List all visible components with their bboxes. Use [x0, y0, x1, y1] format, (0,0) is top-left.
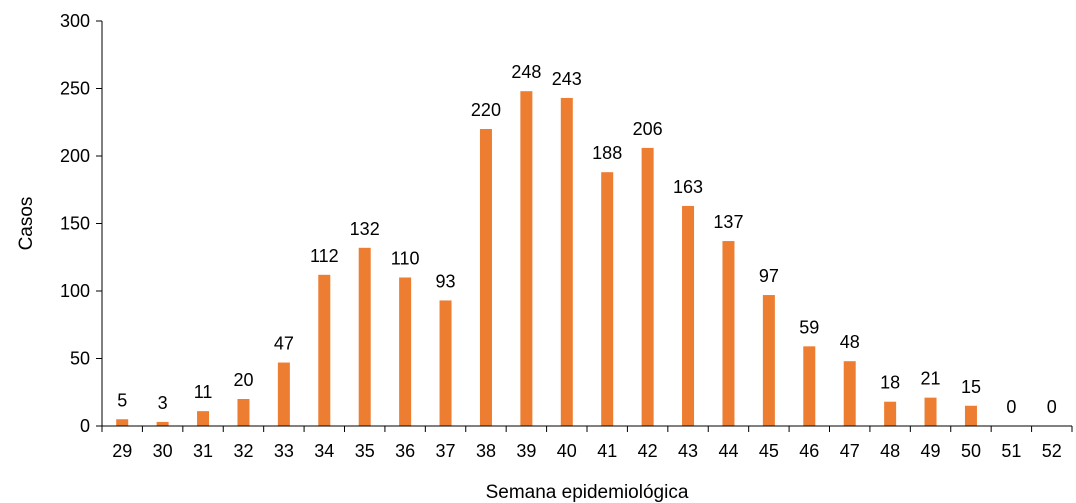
x-tick-label: 42 [638, 441, 658, 461]
x-tick-label: 38 [476, 441, 496, 461]
x-tick-label: 48 [880, 441, 900, 461]
data-label: 93 [436, 271, 456, 291]
data-label: 20 [233, 370, 253, 390]
bar [843, 361, 856, 426]
bar [762, 295, 775, 426]
bar [197, 411, 210, 426]
data-label: 0 [1006, 397, 1016, 417]
data-label: 48 [840, 332, 860, 352]
y-tick-label: 150 [60, 214, 90, 234]
x-tick-label: 40 [557, 441, 577, 461]
y-tick-label: 250 [60, 79, 90, 99]
data-label: 220 [471, 100, 501, 120]
x-tick-label: 49 [921, 441, 941, 461]
x-tick-label: 45 [759, 441, 779, 461]
bar [116, 419, 129, 426]
data-label: 3 [158, 393, 168, 413]
data-label: 5 [117, 390, 127, 410]
bar [156, 421, 169, 426]
data-label: 110 [391, 249, 420, 269]
data-label: 0 [1047, 397, 1057, 417]
x-axis-ticks: 29 30 31 32 33 34 35 36 37 38 39 40 41 42 43 44 45 46 47 48… [101, 426, 1073, 461]
x-axis-title: Semana epidemiológica [486, 482, 689, 503]
x-tick-label: 43 [678, 441, 698, 461]
bar [924, 397, 937, 426]
bar [964, 405, 977, 426]
data-label: 243 [552, 69, 582, 89]
y-tick-label: 100 [60, 281, 90, 301]
x-tick-label: 32 [233, 441, 253, 461]
data-label: 137 [713, 212, 743, 232]
data-label: 112 [310, 246, 339, 266]
bars-group [116, 91, 977, 426]
y-tick-label: 300 [60, 11, 90, 31]
x-tick-label: 39 [516, 441, 536, 461]
y-tick-label: 0 [80, 416, 90, 436]
bar [682, 205, 695, 426]
data-label: 97 [759, 266, 779, 286]
y-axis-ticks: 0 50 100 150 200 250 300 [60, 11, 102, 436]
y-tick-label: 200 [60, 146, 90, 166]
y-axis-title: Casos [16, 197, 37, 251]
bar [520, 91, 533, 426]
bar [884, 401, 897, 426]
data-label: 188 [592, 143, 622, 163]
x-tick-label: 34 [314, 441, 334, 461]
bar [277, 362, 290, 426]
data-label: 248 [511, 62, 541, 82]
bar [399, 277, 412, 426]
data-label: 206 [633, 119, 663, 139]
bar [479, 129, 492, 426]
bar [560, 97, 573, 426]
x-tick-label: 41 [597, 441, 617, 461]
x-tick-label: 37 [436, 441, 456, 461]
y-tick-label: 50 [70, 349, 90, 369]
bar [722, 241, 735, 426]
data-label: 21 [921, 369, 941, 389]
data-label: 132 [350, 219, 380, 239]
bar [318, 274, 331, 426]
x-tick-label: 29 [112, 441, 132, 461]
x-tick-label: 44 [718, 441, 738, 461]
bar [601, 172, 614, 426]
x-tick-label: 30 [153, 441, 173, 461]
x-tick-label: 36 [395, 441, 415, 461]
bar [803, 346, 816, 426]
data-label: 163 [673, 177, 703, 197]
data-label: 47 [274, 334, 294, 354]
x-tick-label: 35 [355, 441, 375, 461]
x-tick-label: 52 [1042, 441, 1062, 461]
data-label: 11 [194, 382, 213, 402]
x-tick-label: 51 [1001, 441, 1021, 461]
x-tick-label: 47 [840, 441, 860, 461]
bar [641, 147, 654, 426]
data-label: 59 [799, 317, 819, 337]
data-labels-group: 5 3 11 20 47 112 132 110 93 220 248 243 188 206 163 137… [117, 62, 1057, 417]
bar [358, 247, 371, 426]
data-label: 18 [880, 373, 900, 393]
x-tick-label: 33 [274, 441, 294, 461]
data-label: 15 [961, 377, 981, 397]
x-tick-label: 46 [799, 441, 819, 461]
x-tick-label: 31 [193, 441, 213, 461]
x-tick-label: 50 [961, 441, 981, 461]
bar [237, 399, 250, 426]
bar [439, 300, 452, 426]
